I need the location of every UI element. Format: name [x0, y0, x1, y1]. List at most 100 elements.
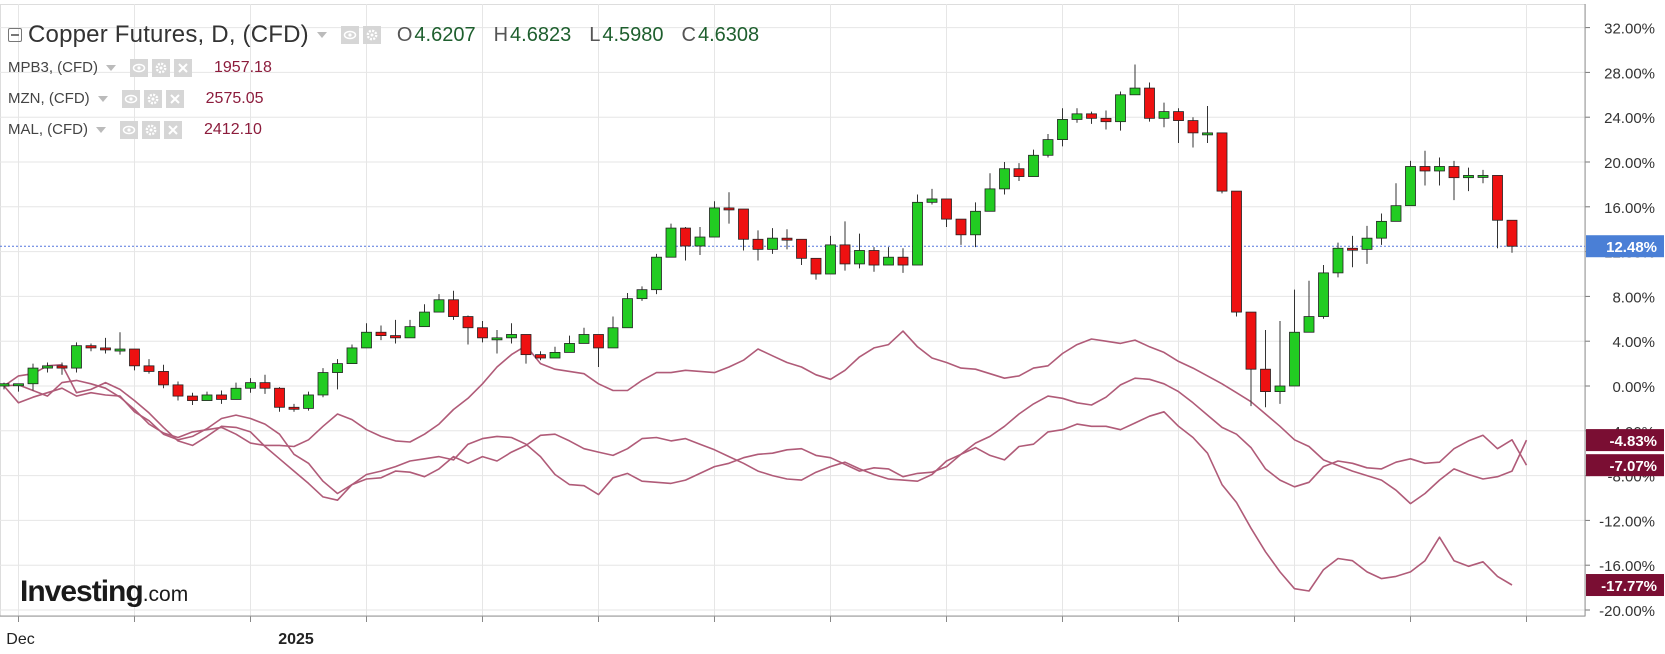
- y-tick-label: 20.00%: [1604, 155, 1655, 172]
- candle: [535, 351, 546, 361]
- candle: [636, 286, 648, 301]
- candle: [332, 359, 343, 390]
- candle: [1144, 82, 1155, 122]
- candle: [1318, 265, 1329, 319]
- candle: [1376, 213, 1387, 245]
- candle: [1216, 132, 1228, 194]
- candle: [854, 233, 865, 269]
- candle: [0, 382, 10, 390]
- chevron-down-icon[interactable]: [316, 32, 327, 38]
- ohlc-low: L 4.5980: [589, 23, 664, 46]
- candle: [71, 342, 82, 373]
- candle: [346, 344, 358, 365]
- x-tick-label: 2025: [278, 631, 314, 648]
- comparison-legend-mal: MAL, (CFD) 2412.10: [8, 114, 759, 145]
- candle: [665, 223, 677, 258]
- comparison-legend-mpb3: MPB3, (CFD) 1957.18: [8, 52, 759, 83]
- y-tick-label: 0.00%: [1612, 379, 1655, 396]
- candle: [1347, 235, 1358, 268]
- gear-icon[interactable]: [143, 89, 162, 108]
- svg-text:-4.83%: -4.83%: [1609, 433, 1657, 450]
- eye-icon[interactable]: [130, 58, 148, 77]
- series-line-2: [3, 330, 1528, 505]
- candle: [912, 194, 923, 266]
- candle: [419, 304, 430, 328]
- candle: [1042, 134, 1054, 158]
- candle: [433, 294, 445, 313]
- ohlc-open: O 4.6207: [396, 23, 476, 46]
- eye-icon[interactable]: [340, 26, 359, 44]
- last-label-main: 12.48%: [1586, 235, 1664, 258]
- candle: [1057, 108, 1068, 147]
- y-tick-label: 32.00%: [1604, 21, 1655, 38]
- candle: [999, 162, 1010, 195]
- candle: [564, 335, 575, 353]
- gear-icon[interactable]: [152, 58, 170, 77]
- candle: [622, 293, 633, 329]
- gear-icon[interactable]: [362, 26, 381, 44]
- chevron-down-icon[interactable]: [97, 95, 108, 102]
- candle: [1013, 163, 1025, 182]
- candle: [709, 201, 720, 238]
- y-tick-label: -16.00%: [1599, 558, 1655, 575]
- candle: [926, 188, 938, 205]
- candle: [187, 392, 198, 406]
- last-value-labels: 12.48% -4.83% -7.07% -17.77%: [1586, 235, 1664, 597]
- candle: [1405, 160, 1416, 207]
- candle: [245, 378, 256, 393]
- last-label-mzn: -17.77%: [1586, 574, 1664, 597]
- ohlc-values: O 4.6207 H 4.6823 L 4.5980 C 4.6308: [397, 24, 759, 47]
- candle: [448, 290, 459, 320]
- x-tick-label: Dec: [6, 631, 34, 648]
- svg-text:-17.77%: -17.77%: [1601, 578, 1657, 595]
- candle: [201, 391, 213, 401]
- eye-icon[interactable]: [120, 120, 138, 139]
- candle: [970, 202, 981, 248]
- eye-icon[interactable]: [121, 89, 140, 108]
- candle: [1361, 225, 1373, 264]
- candle: [1028, 149, 1039, 177]
- candle: [1129, 64, 1141, 96]
- candle: [303, 391, 314, 411]
- candle: [390, 319, 401, 344]
- candle: [462, 315, 474, 345]
- candle: [1434, 157, 1445, 186]
- ohlc-high: H 4.6823: [493, 23, 572, 46]
- candle: [883, 247, 894, 266]
- candle: [172, 381, 184, 401]
- chevron-down-icon[interactable]: [96, 126, 106, 133]
- candle: [651, 253, 662, 295]
- y-tick-label: 28.00%: [1604, 65, 1655, 82]
- candle: [1086, 111, 1097, 124]
- gear-icon[interactable]: [142, 120, 160, 139]
- y-tick-label: 16.00%: [1604, 200, 1655, 217]
- candle: [1332, 242, 1344, 278]
- candle: [1245, 311, 1257, 407]
- candle: [1448, 160, 1460, 201]
- y-tick-label: -20.00%: [1599, 603, 1655, 620]
- candle: [288, 403, 300, 412]
- series-line-0: [3, 363, 1528, 502]
- close-icon[interactable]: [165, 89, 184, 108]
- legend: Copper Futures, D, (CFD) O 4.6207 H 4.6823…: [8, 18, 759, 145]
- candle: [1231, 190, 1242, 317]
- candle: [752, 230, 764, 261]
- chevron-down-icon[interactable]: [106, 64, 116, 71]
- candle: [1289, 289, 1300, 387]
- candle: [216, 390, 227, 404]
- close-icon[interactable]: [164, 120, 182, 139]
- candle: [607, 316, 619, 349]
- candle: [114, 332, 126, 355]
- candle: [1274, 321, 1286, 404]
- candlesticks: [0, 64, 1518, 412]
- collapse-icon[interactable]: [8, 28, 22, 42]
- candle: [230, 382, 242, 400]
- logo-suffix: .com: [142, 583, 189, 606]
- candle: [506, 323, 517, 344]
- candle: [1506, 219, 1518, 253]
- close-icon[interactable]: [174, 58, 192, 77]
- comparison-name: MPB3, (CFD): [8, 59, 98, 76]
- comparison-lines: [0, 245, 1585, 592]
